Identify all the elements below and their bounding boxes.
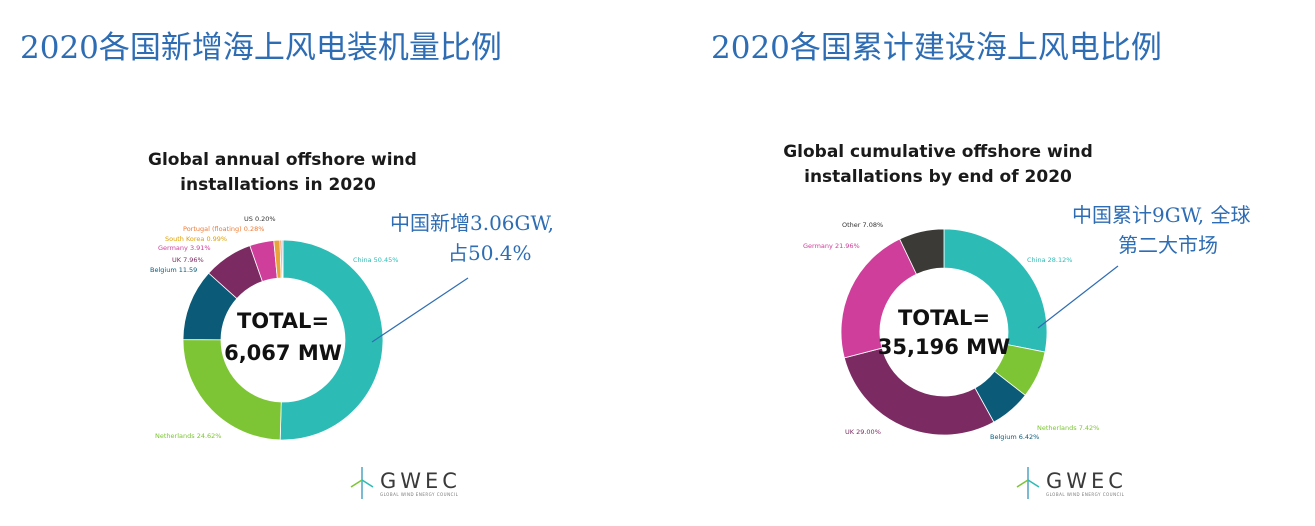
gwec-logo-left: GWEC GLOBAL WIND ENERGY COUNCIL (350, 466, 461, 500)
data-label-china: China 28.12% (1027, 256, 1072, 264)
callout-china-annual: 中国新增3.06GW, 占50.4% (390, 208, 554, 268)
callout-china-annual-line1: 中国新增3.06GW, (390, 211, 554, 235)
center-total-label: TOTAL= (898, 306, 990, 330)
callout-china-cumulative: 中国累计9GW, 全球 第二大市场 (1072, 200, 1250, 260)
data-label-netherlands: Netherlands 24.62% (155, 432, 221, 440)
slide-title-left: 2020各国新增海上风电装机量比例 (20, 30, 502, 66)
slice-other (899, 228, 945, 275)
wind-turbine-icon (1016, 467, 1040, 499)
donut-annual: China 50.45% Netherlands 24.62% Belgium 11… (150, 215, 398, 441)
donut-cumulative: China 28.12% Netherlands 7.42%Belgium 6.4… (803, 221, 1099, 441)
logo-subtitle: GLOBAL WIND ENERGY COUNCIL (1046, 491, 1125, 497)
slice-china (279, 239, 384, 441)
callout-leader-left (371, 277, 469, 343)
callout-china-cumulative-line2: 第二大市场 (1118, 233, 1218, 257)
callout-leader-right (1037, 265, 1119, 329)
data-label-us: US 0.20% (244, 215, 276, 223)
data-label-belgium: Belgium 11.59 (150, 266, 197, 274)
center-total-value: 35,196 MW (878, 335, 1010, 359)
data-label-germany: Germany 3.91% (158, 244, 211, 252)
data-label-netherlands: Netherlands 7.42% (1037, 424, 1099, 432)
slice-china (943, 228, 1048, 353)
data-label-portugal-floating: Portugal (floating) 0.28% (183, 225, 264, 233)
callout-china-annual-line2: 占50.4% (448, 241, 532, 265)
data-label-other: Other 7.08% (842, 221, 883, 229)
logo-subtitle: GLOBAL WIND ENERGY COUNCIL (380, 491, 459, 497)
chart-title-annual: Global annual offshore wind installation… (148, 148, 417, 198)
callout-china-cumulative-line1: 中国累计9GW, 全球 (1072, 203, 1251, 227)
chart-title-cumulative: Global cumulative offshore wind installa… (778, 140, 1098, 190)
center-total-label: TOTAL= (237, 309, 329, 333)
chart-title-cumulative-line2: installations by end of 2020 (804, 167, 1072, 187)
logo-wordmark: GWEC (380, 468, 461, 493)
gwec-logo-right: GWEC GLOBAL WIND ENERGY COUNCIL (1016, 466, 1127, 500)
data-label-germany: Germany 21.96% (803, 242, 860, 250)
slice-uk (843, 347, 995, 436)
center-total-value: 6,067 MW (224, 341, 342, 365)
wind-turbine-icon (350, 467, 374, 499)
logo-wordmark: GWEC (1046, 468, 1127, 493)
data-label-uk: UK 7.96% (172, 256, 204, 264)
data-label-china: China 50.45% (353, 256, 398, 264)
data-label-uk: UK 29.00% (845, 428, 881, 436)
slide-title-right: 2020各国累计建设海上风电比例 (711, 30, 1162, 66)
data-label-south-korea: South Korea 0.99% (165, 235, 227, 243)
chart-title-annual-line1: Global annual offshore wind (148, 150, 417, 170)
chart-title-annual-line2: installations in 2020 (180, 175, 376, 195)
chart-title-cumulative-line1: Global cumulative offshore wind (783, 142, 1093, 162)
slice-us (281, 239, 284, 279)
data-label-belgium: Belgium 6.42% (990, 433, 1039, 441)
